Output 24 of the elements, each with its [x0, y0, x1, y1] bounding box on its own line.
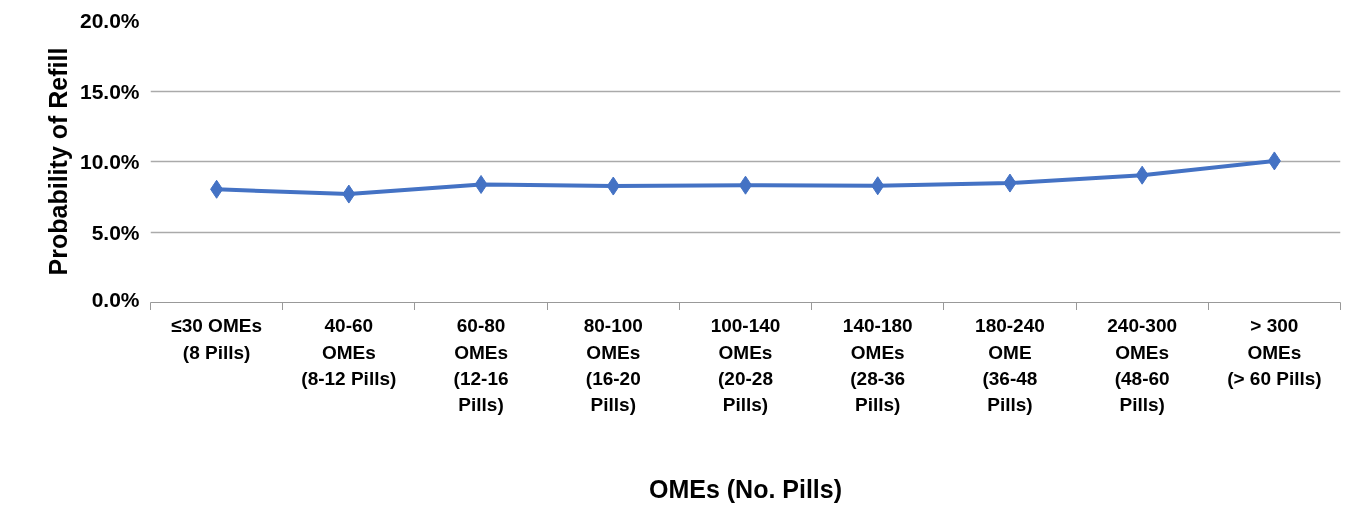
x-tick-label: ≤30 OMEs (8 Pills) — [171, 315, 262, 363]
x-tick-label: > 300 OMEs (> 60 Pills) — [1227, 315, 1322, 389]
x-tick-label: 80-100 OMEs (16-20 Pills) — [583, 315, 643, 416]
y-tick-label: 0.0% — [91, 287, 140, 311]
y-tick-label: 20.0% — [79, 9, 140, 32]
y-tick-label: 5.0% — [91, 220, 140, 244]
point — [606, 176, 620, 196]
point — [1267, 151, 1281, 171]
y-axis-title: Probability of Refill — [43, 47, 72, 276]
x-tick-label: 100-140 OMEs (20-28 Pills) — [710, 315, 781, 416]
point — [1135, 165, 1149, 185]
point — [210, 179, 224, 199]
x-tick-label: 60-80 OMEs (12-16 Pills) — [453, 315, 509, 416]
x-tick-label: 240-300 OMEs (48-60 Pills) — [1107, 315, 1178, 416]
y-tick-label: 15.0% — [79, 79, 140, 103]
point — [871, 176, 885, 196]
point — [474, 174, 488, 194]
x-tick-label: 40-60 OMEs (8-12 Pills) — [301, 315, 397, 389]
x-tick-label: 180-240 OME (36-48 Pills) — [975, 315, 1045, 416]
point — [1003, 173, 1017, 193]
y-tick-label: 10.0% — [79, 150, 140, 173]
x-tick-label: 140-180 OMEs (28-36 Pills) — [842, 315, 913, 416]
x-axis-title: OMEs (No. Pills) — [648, 474, 843, 503]
point — [342, 184, 356, 204]
